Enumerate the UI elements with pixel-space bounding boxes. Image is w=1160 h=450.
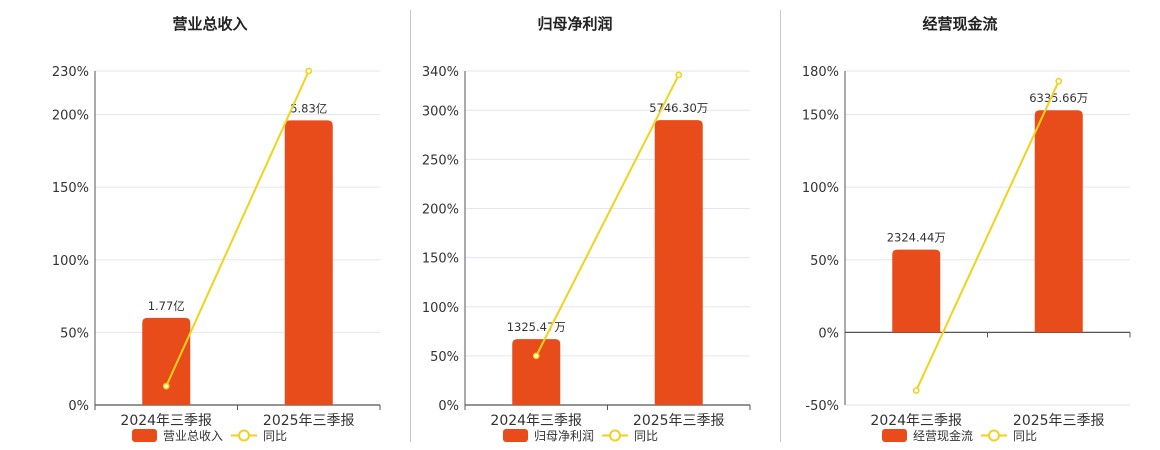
x-category-label: 2024年三季报 (870, 413, 962, 429)
x-category-label: 2025年三季报 (633, 413, 725, 429)
bar[interactable] (142, 317, 191, 405)
bar-value-label: 1325.47万 (507, 320, 566, 334)
y-tick-label: 200% (52, 109, 89, 124)
bar[interactable] (512, 339, 561, 405)
legend-line-label: 同比 (263, 429, 287, 443)
y-tick-label: 0% (438, 399, 459, 414)
y-tick-label: 100% (422, 301, 459, 316)
yoy-point[interactable] (305, 67, 313, 75)
y-tick-label: -50% (805, 399, 839, 414)
chart-title: 营业总收入 (172, 15, 247, 33)
yoy-line (915, 80, 1060, 391)
y-tick-label: 50% (430, 350, 459, 365)
legend-line-label: 同比 (1013, 429, 1037, 443)
y-tick-label: 200% (422, 203, 459, 218)
bar[interactable] (1034, 110, 1083, 333)
bar-value-label: 5.83亿 (290, 101, 327, 115)
yoy-point[interactable] (532, 352, 540, 360)
yoy-point[interactable] (162, 382, 170, 390)
y-tick-label: 150% (52, 181, 89, 196)
x-category-label: 2024年三季报 (120, 413, 212, 429)
y-tick-label: 50% (60, 326, 89, 341)
legend-bar-swatch (882, 429, 907, 442)
y-tick-label: 250% (422, 153, 459, 168)
y-tick-label: 230% (52, 65, 89, 80)
y-tick-label: 0% (68, 399, 89, 414)
y-tick-label: 150% (422, 252, 459, 267)
bar-value-label: 6335.66万 (1029, 91, 1088, 105)
bar[interactable] (284, 120, 333, 406)
chart-svg-net-profit: 归母净利润 0% 50% 100% 150% 200% 250% 300% 340% 1325.4… (422, 15, 751, 443)
chart-panel-cash-flow: 经营现金流 -50% 0% 50% 100% 150% 180% 2324.44万 6335.6… (780, 0, 1160, 450)
x-category-label: 2025年三季报 (263, 413, 355, 429)
legend-line-label: 同比 (634, 429, 658, 443)
y-tick-label: 150% (802, 109, 839, 124)
legend-bar-label: 经营现金流 (913, 428, 973, 443)
legend-bar-label: 归母净利润 (534, 429, 594, 443)
y-tick-label: 340% (422, 65, 459, 80)
yoy-line (535, 74, 680, 357)
x-category-label: 2025年三季报 (1013, 413, 1105, 429)
yoy-point[interactable] (912, 387, 920, 394)
bar-value-label: 5746.30万 (649, 101, 708, 115)
y-tick-label: 0% (818, 326, 839, 341)
chart-title: 经营现金流 (922, 15, 997, 33)
bar-value-label: 1.77亿 (148, 299, 185, 313)
panel-divider (410, 10, 411, 442)
bar-value-label: 2324.44万 (887, 231, 946, 245)
legend-bar-swatch (503, 429, 528, 442)
panel-divider (780, 10, 781, 442)
chart-panel-revenue: 营业总收入 0% 50% 100% 150% 200% 230% 1.77亿 5.83亿 2024… (0, 0, 400, 450)
y-tick-label: 180% (802, 65, 839, 80)
chart-title: 归母净利润 (537, 15, 612, 33)
legend-line-marker (238, 429, 250, 442)
yoy-point[interactable] (675, 71, 683, 79)
chart-svg-revenue: 营业总收入 0% 50% 100% 150% 200% 230% 1.77亿 5.83亿 2024… (52, 15, 381, 443)
yoy-point[interactable] (1055, 77, 1063, 85)
bar[interactable] (892, 249, 941, 333)
chart-svg-cash-flow: 经营现金流 -50% 0% 50% 100% 150% 180% 2324.44万 6335.6… (802, 15, 1131, 443)
y-tick-label: 300% (422, 104, 459, 119)
y-tick-label: 100% (802, 181, 839, 196)
legend-line-marker (609, 429, 621, 442)
legend-line-marker (988, 429, 1000, 442)
bar[interactable] (654, 120, 703, 405)
y-tick-label: 50% (810, 254, 839, 269)
legend-bar-label: 营业总收入 (163, 429, 223, 443)
legend-bar-swatch (132, 429, 157, 442)
yoy-line (165, 70, 310, 387)
y-tick-label: 100% (52, 254, 89, 269)
x-category-label: 2024年三季报 (490, 413, 582, 429)
chart-panel-net-profit: 归母净利润 0% 50% 100% 150% 200% 250% 300% 340% 1325.4… (410, 0, 780, 450)
